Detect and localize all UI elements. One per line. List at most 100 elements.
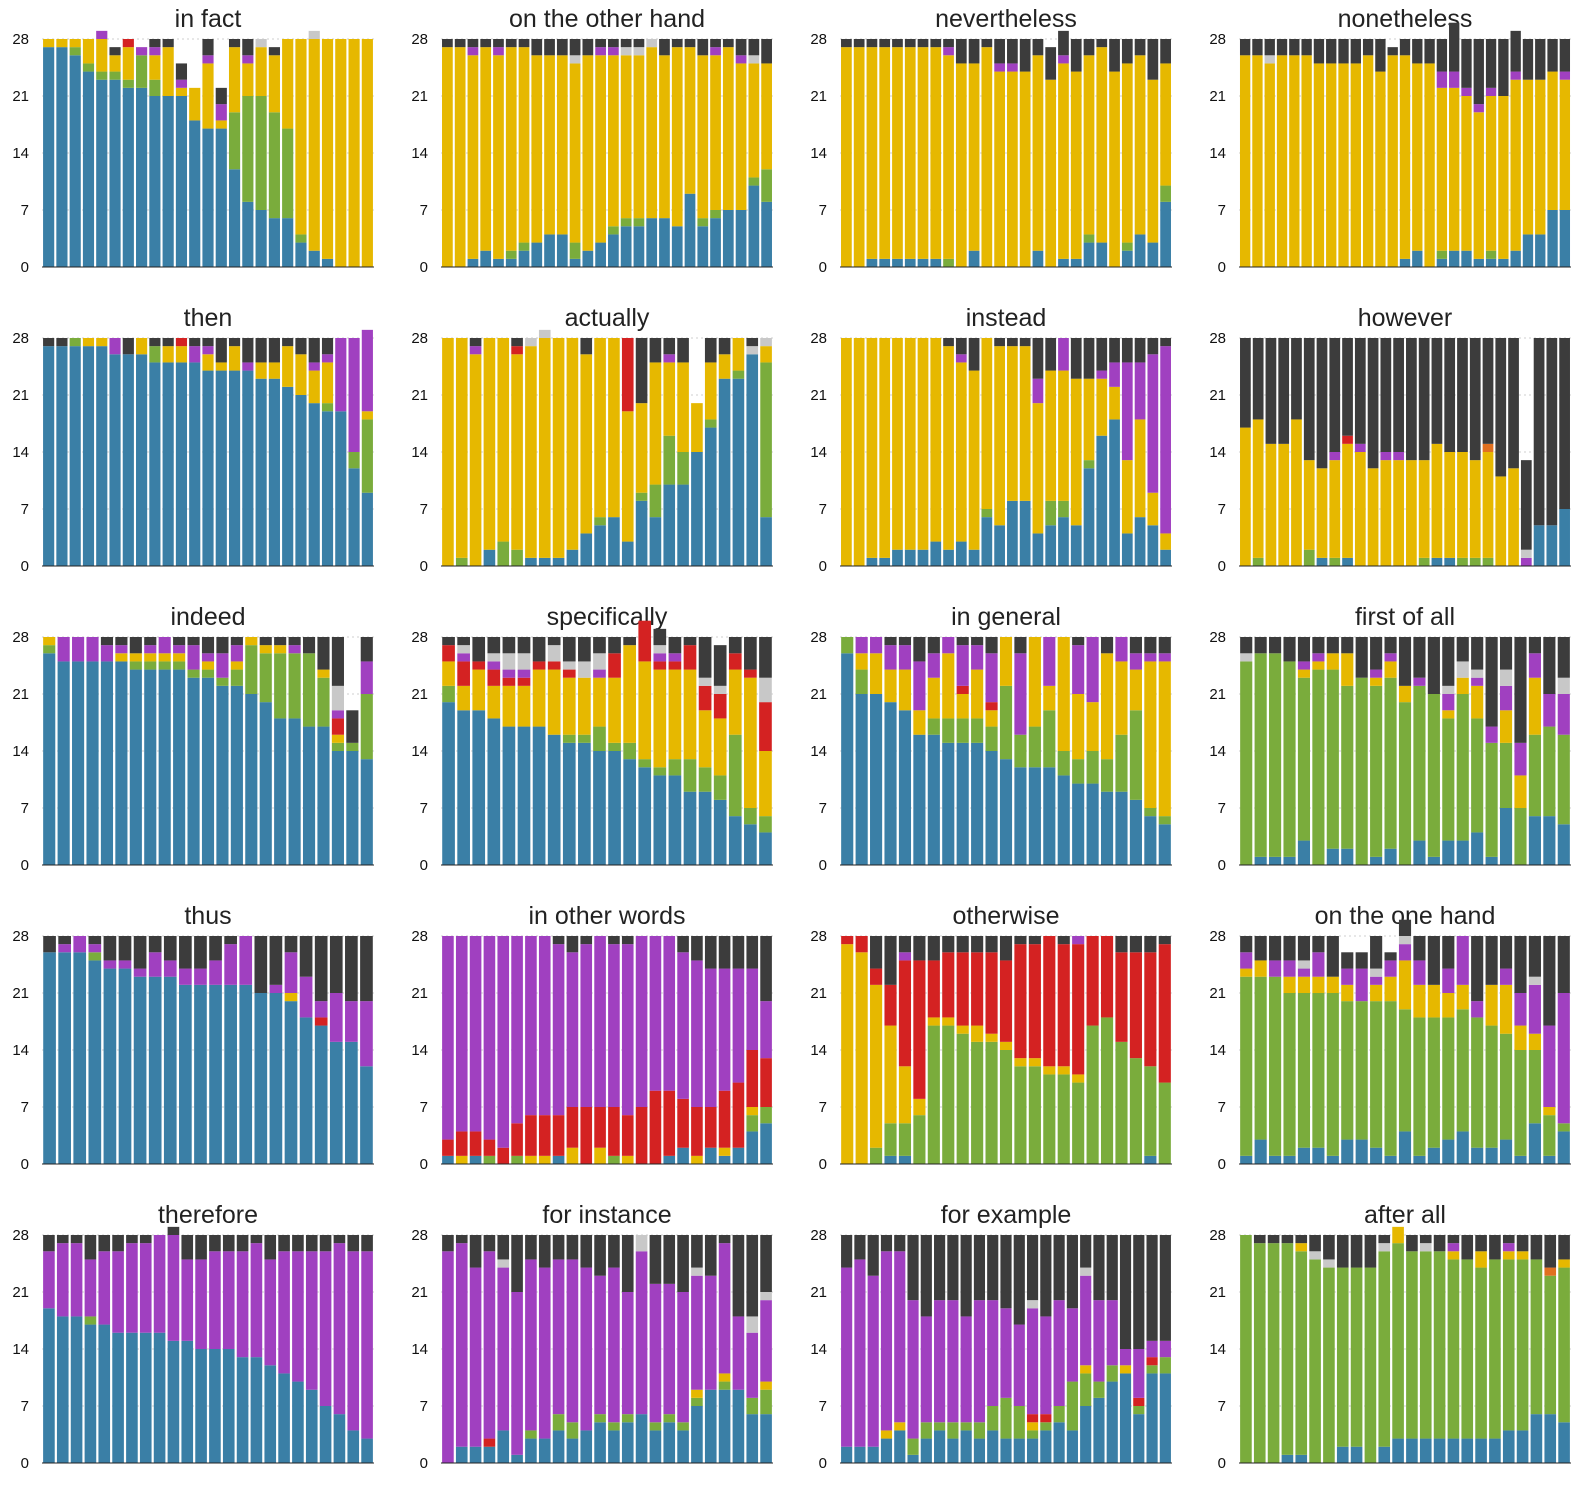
bar-segment [1043,936,1056,1067]
bar-segment [1312,637,1325,654]
bar-segment [175,96,188,267]
bar-segment [904,338,916,550]
bar-segment [1080,1267,1092,1276]
bar-segment [1144,808,1157,817]
bar-segment [1028,637,1041,727]
bar-segment [1283,637,1296,662]
bar-segment [57,637,70,662]
bar-segment [96,338,108,347]
bar-segment [1109,362,1120,387]
bar-segment [759,637,772,678]
bar-segment [189,120,201,268]
bar-segment [677,1422,689,1431]
bar-segment [1442,968,1455,993]
bar-segment [455,1235,468,1244]
bar-segment [748,63,760,178]
bar-segment [1146,1373,1158,1463]
bar-segment [1535,79,1546,235]
bar-segment [956,742,969,865]
bar-segment [994,346,1005,526]
bar-segment [442,39,453,48]
bar-segment [746,1414,759,1463]
bar-segment [934,1300,946,1423]
bar-segment [181,1259,194,1341]
bar-segment [638,620,652,662]
bar-segment [314,1025,328,1164]
bar-segment [331,718,344,735]
bar-segment [1096,242,1108,267]
bar-segment [43,1235,55,1252]
bar-segment [867,1446,879,1463]
bar-segment [1019,71,1031,267]
bar-segment [442,661,455,686]
bar-segment [1370,677,1383,686]
bar-segment [56,338,68,347]
bar-segment [487,653,501,662]
bar-segment [677,1292,689,1423]
bar-segment [1350,1267,1363,1447]
bar-segment [302,653,316,727]
bar-segment [360,1066,373,1164]
bar-segment [1109,338,1120,363]
bar-segment [1045,500,1057,526]
bar-segment [1032,39,1044,56]
bar-segment [1436,87,1448,251]
y-tick-label: 7 [21,501,29,518]
bar-segment [1329,557,1341,566]
bar-segment [1543,1107,1556,1116]
bar-segment [1295,1235,1308,1244]
bar-segment [1461,1235,1474,1260]
bar-segment [1115,1041,1128,1164]
bar-segment [748,185,760,267]
bar-segment [511,1292,523,1455]
bar-segment [1026,1308,1039,1415]
bar-segment [985,751,998,865]
bar-segment [98,1324,111,1463]
bar-segment [195,1349,207,1463]
bar-segment [697,39,709,56]
bar-segment [1026,1422,1039,1431]
bar-segment [1329,338,1341,452]
bar-segment [608,1155,620,1164]
bar-segment [1442,685,1455,694]
bar-segment [136,87,148,267]
bar-segment [841,944,854,1164]
bar-segment [230,661,243,670]
bar-segment [1436,258,1448,267]
bar-segment [1240,952,1253,969]
bar-segment [1370,968,1383,977]
bar-segment [1301,39,1312,56]
bar-segment [1026,1300,1039,1309]
bar-segment [1447,1235,1460,1244]
bar-segment [345,1041,358,1164]
bar-segment [1393,338,1404,452]
bar-segment [163,976,177,1164]
bar-segment [1159,1235,1171,1341]
bar-segment [595,55,606,243]
bar-segment [100,645,114,662]
bar-segment [580,1107,593,1164]
bar-segment [608,751,621,865]
bar-segment [288,645,301,654]
bar-segment [732,338,745,371]
bar-segment [1424,39,1435,64]
bar-segment [898,1155,912,1164]
bar-segment [1370,936,1383,969]
bar-segment [608,936,620,945]
bar-segment [1053,1422,1065,1463]
bar-segment [1442,718,1455,841]
bar-segment [1028,726,1041,768]
bar-segment [1418,338,1430,461]
bar-segment [1442,993,1455,1018]
bar-segment [331,734,344,743]
bar-segment [973,1438,986,1463]
bar-segment [517,677,531,686]
bar-segment [84,1316,97,1325]
y-tick-label: 14 [810,1341,827,1358]
bar-segment [663,1155,676,1164]
bar-segment [1543,694,1556,727]
bar-segment [713,694,727,719]
bar-segment [118,960,132,969]
